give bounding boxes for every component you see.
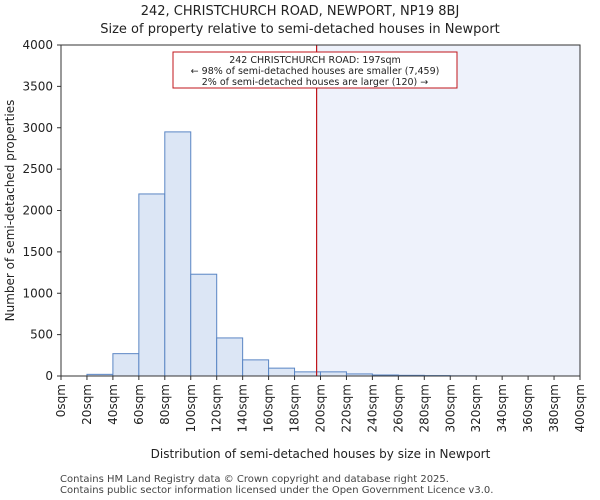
histogram-bar bbox=[112, 353, 140, 377]
y-tick-label: 2000 bbox=[22, 204, 53, 218]
y-tick-label: 0 bbox=[45, 369, 53, 383]
chart-title: 242, CHRISTCHURCH ROAD, NEWPORT, NP19 8B… bbox=[140, 4, 460, 19]
x-tick-label: 240sqm bbox=[365, 384, 379, 432]
histogram-bar bbox=[216, 337, 244, 377]
x-tick-label: 60sqm bbox=[132, 384, 146, 425]
larger-region-shade bbox=[316, 45, 580, 376]
x-tick-label: 140sqm bbox=[236, 384, 250, 432]
x-axis-label: Distribution of semi-detached houses by … bbox=[151, 447, 491, 461]
y-tick-label: 1500 bbox=[22, 245, 53, 259]
y-tick-label: 1000 bbox=[22, 286, 53, 300]
x-tick-label: 200sqm bbox=[314, 384, 328, 432]
x-tick-label: 40sqm bbox=[106, 384, 120, 425]
x-tick-label: 340sqm bbox=[495, 384, 509, 432]
y-tick-label: 2500 bbox=[22, 162, 53, 176]
x-tick-label: 120sqm bbox=[210, 384, 224, 432]
x-tick-label: 220sqm bbox=[339, 384, 353, 432]
x-tick-label: 300sqm bbox=[443, 384, 457, 432]
histogram-bar bbox=[242, 359, 270, 377]
histogram-bar bbox=[190, 273, 218, 377]
y-tick-label: 4000 bbox=[22, 38, 53, 52]
x-tick-label: 260sqm bbox=[391, 384, 405, 432]
x-tick-label: 280sqm bbox=[417, 384, 431, 432]
y-tick-label: 500 bbox=[30, 328, 53, 342]
y-axis-label: Number of semi-detached properties bbox=[3, 100, 17, 322]
footer-copyright: Contains HM Land Registry data © Crown c… bbox=[60, 474, 449, 485]
histogram-bar bbox=[268, 367, 296, 377]
x-tick-label: 20sqm bbox=[80, 384, 94, 425]
y-tick-label: 3000 bbox=[22, 121, 53, 135]
annotation-line: 242 CHRISTCHURCH ROAD: 197sqm bbox=[229, 55, 401, 66]
x-tick-label: 0sqm bbox=[54, 384, 68, 417]
x-tick-label: 320sqm bbox=[469, 384, 483, 432]
x-tick-label: 80sqm bbox=[158, 384, 172, 425]
x-tick-label: 180sqm bbox=[288, 384, 302, 432]
histogram-bar bbox=[320, 371, 347, 377]
histogram-bar bbox=[164, 131, 192, 377]
x-tick-label: 400sqm bbox=[573, 384, 587, 432]
annotation-line: ← 98% of semi-detached houses are smalle… bbox=[191, 66, 440, 77]
histogram-bar bbox=[138, 193, 166, 377]
y-tick-label: 3500 bbox=[22, 79, 53, 93]
x-tick-label: 380sqm bbox=[547, 384, 561, 432]
x-tick-label: 160sqm bbox=[262, 384, 276, 432]
chart-subtitle: Size of property relative to semi-detach… bbox=[100, 22, 500, 37]
x-tick-label: 100sqm bbox=[184, 384, 198, 432]
x-tick-label: 360sqm bbox=[521, 384, 535, 432]
annotation-box bbox=[172, 51, 458, 89]
annotation-line: 2% of semi-detached houses are larger (1… bbox=[202, 77, 429, 88]
footer-licence: Contains public sector information licen… bbox=[60, 485, 494, 496]
